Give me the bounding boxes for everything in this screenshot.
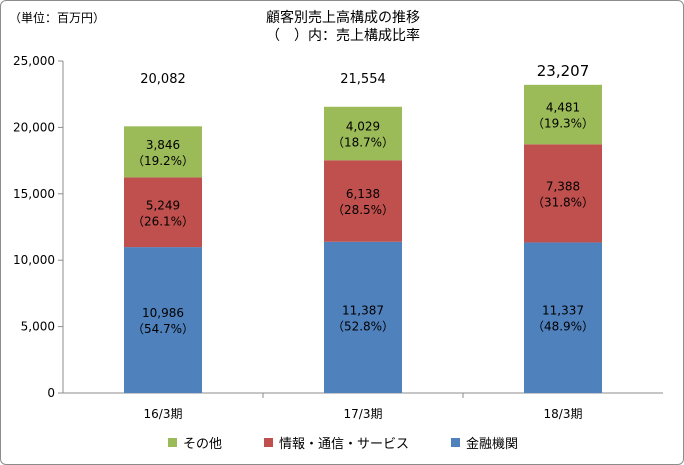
bar-segment: [324, 106, 402, 161]
bar-segment: [324, 160, 402, 242]
legend-swatch-other: [167, 438, 177, 447]
data-label-value: 6,138: [346, 187, 380, 201]
legend-item-other: その他: [167, 433, 222, 452]
total-label: 23,207: [537, 62, 590, 80]
legend-item-it-services: 情報・通信・サービス: [263, 433, 409, 452]
data-label-value: 3,846: [146, 138, 180, 152]
stacked-bar-chart: 0 5,000 10,000 15,000 20,000 25,000 10,986 （54.…: [13, 54, 663, 421]
y-tick-label: 0: [47, 386, 55, 400]
x-tick-label: 16/3期: [144, 407, 183, 421]
legend: その他 情報・通信・サービス 金融機関: [1, 433, 684, 452]
legend-label-it-services: 情報・通信・サービス: [278, 437, 409, 452]
data-label-percent: （48.9%）: [532, 320, 594, 334]
data-label-value: 4,029: [346, 120, 380, 134]
legend-swatch-it-services: [263, 438, 273, 447]
x-tick-label: 17/3期: [344, 407, 383, 421]
bar-segment: [524, 242, 602, 393]
data-label-percent: （54.7%）: [132, 322, 194, 336]
bar-segment: [324, 241, 402, 393]
bar-segment: [124, 247, 202, 393]
total-label: 21,554: [340, 72, 386, 87]
data-label-percent: （28.5%）: [332, 203, 394, 217]
y-tick-label: 5,000: [21, 320, 55, 334]
data-label-percent: （18.7%）: [332, 136, 394, 150]
data-label-percent: （26.1%）: [132, 214, 194, 228]
y-tick-label: 10,000: [13, 253, 55, 267]
data-label-value: 10,986: [142, 306, 184, 320]
data-label-value: 4,481: [546, 101, 580, 115]
chart-title-line1: 顧客別売上高構成の推移: [266, 10, 420, 26]
legend-swatch-financial: [451, 438, 460, 447]
data-label-percent: （31.8%）: [532, 195, 594, 209]
total-label: 20,082: [140, 72, 186, 87]
y-tick-label: 20,000: [13, 120, 55, 134]
legend-item-financial: 金融機関: [451, 433, 518, 452]
data-label-value: 7,388: [546, 179, 580, 193]
legend-label-other: その他: [182, 437, 222, 452]
y-tick-label: 25,000: [13, 54, 55, 68]
data-label-percent: （19.2%）: [132, 154, 194, 168]
bar-segment: [524, 84, 602, 145]
data-label-percent: （52.8%）: [332, 319, 394, 333]
data-label-value: 5,249: [146, 198, 180, 212]
x-tick-label: 18/3期: [544, 407, 583, 421]
bar-segment: [124, 177, 202, 248]
bar-segment: [524, 144, 602, 243]
unit-label: （単位：百万円）: [9, 11, 106, 25]
data-label-percent: （19.3%）: [532, 117, 594, 131]
legend-label-financial: 金融機関: [466, 437, 519, 452]
chart-title-line2: （ ）内：売上構成比率: [266, 28, 420, 44]
data-label-value: 11,337: [542, 304, 584, 318]
chart-title: 顧客別売上高構成の推移 （ ）内：売上構成比率: [1, 9, 684, 45]
bar-segment: [124, 126, 202, 178]
data-label-value: 11,387: [342, 303, 384, 317]
y-tick-label: 15,000: [13, 187, 55, 201]
